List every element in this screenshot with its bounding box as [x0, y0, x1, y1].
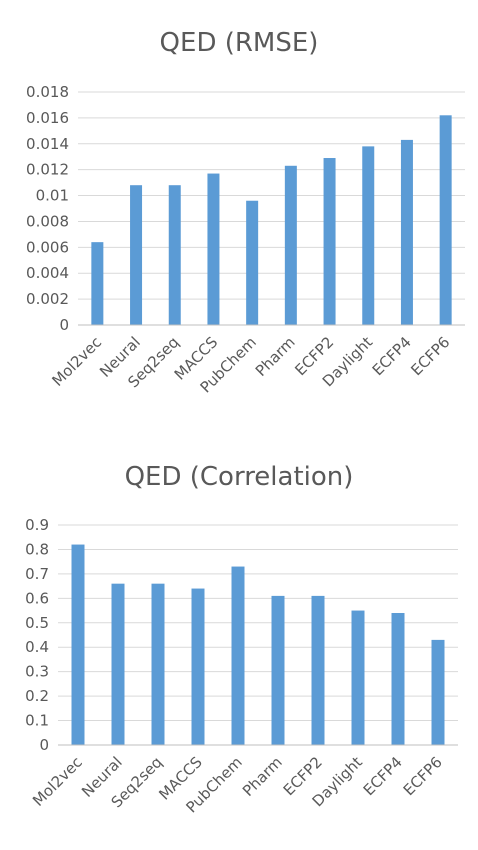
bar-neural: [130, 185, 143, 325]
bar-ecfp2: [323, 158, 336, 325]
y-tick-label: 0: [39, 736, 49, 754]
bar-mol2vec: [71, 544, 85, 745]
x-category-label: Mol2vec: [48, 333, 105, 390]
correlation-chart: QED (Correlation) 0 0.1 0.2 0.3 0.4 0.5 0.6 0.7…: [0, 425, 478, 850]
chart-title: QED (Correlation): [124, 462, 354, 492]
bar-mol2vec: [91, 242, 104, 325]
bar-seq2seq: [151, 583, 165, 745]
chart-title: QED (RMSE): [159, 28, 319, 58]
bar-maccs: [191, 588, 205, 745]
y-tick-label: 0.002: [26, 290, 69, 308]
y-tick-label: 0.01: [36, 187, 69, 205]
y-tick-label: 0.008: [26, 212, 69, 230]
bar-pharm: [284, 165, 297, 325]
y-tick-label: 0.012: [26, 161, 69, 179]
rmse-chart: QED (RMSE) 0 0.002 0.004 0.006 0.008 0.01 0.01…: [26, 28, 465, 396]
bar-ecfp6: [439, 115, 452, 325]
y-tick-label: 0.006: [26, 238, 69, 256]
y-tick-label: 0.9: [25, 516, 49, 534]
x-category-label: Mol2vec: [29, 753, 86, 810]
y-tick-label: 0.004: [26, 264, 69, 282]
bar-ecfp6: [431, 639, 445, 745]
y-tick-label: 0.014: [26, 135, 69, 153]
rmse-chart-plot: 0 0.002 0.004 0.006 0.008 0.01 0.012 0.014 0.016…: [26, 83, 465, 396]
y-tick-label: 0: [59, 316, 69, 334]
y-tick-label: 0.7: [25, 565, 49, 583]
y-tick-label: 0.4: [25, 638, 49, 656]
bar-seq2seq: [168, 185, 181, 325]
y-tick-label: 0.1: [25, 712, 49, 730]
x-category-label: Pharm: [252, 333, 299, 380]
bar-ecfp4: [400, 139, 413, 325]
x-category-label: ECFP6: [400, 753, 446, 799]
y-tick-label: 0.5: [25, 614, 49, 632]
correlation-chart-plot: 00.10.20.30.40.50.60.70.80.9Mol2vecNeura…: [25, 516, 458, 816]
x-category-label: ECFP4: [369, 333, 415, 379]
bar-pubchem: [231, 566, 245, 745]
y-tick-label: 0.016: [26, 109, 69, 127]
y-tick-label: 0.3: [25, 663, 49, 681]
bar-ecfp4: [391, 613, 405, 745]
x-category-label: ECFP6: [407, 333, 453, 379]
bar-neural: [111, 583, 125, 745]
bar-pubchem: [246, 200, 259, 325]
y-tick-label: 0.2: [25, 687, 49, 705]
y-tick-label: 0.8: [25, 540, 49, 558]
bar-daylight: [351, 610, 365, 745]
x-category-label: ECFP4: [360, 753, 406, 799]
y-tick-label: 0.6: [25, 589, 49, 607]
bar-pharm: [271, 595, 285, 745]
y-tick-label: 0.018: [26, 83, 69, 101]
x-category-label: Pharm: [239, 753, 286, 800]
bar-daylight: [362, 146, 375, 325]
bar-maccs: [207, 173, 220, 325]
bar-ecfp2: [311, 595, 325, 745]
